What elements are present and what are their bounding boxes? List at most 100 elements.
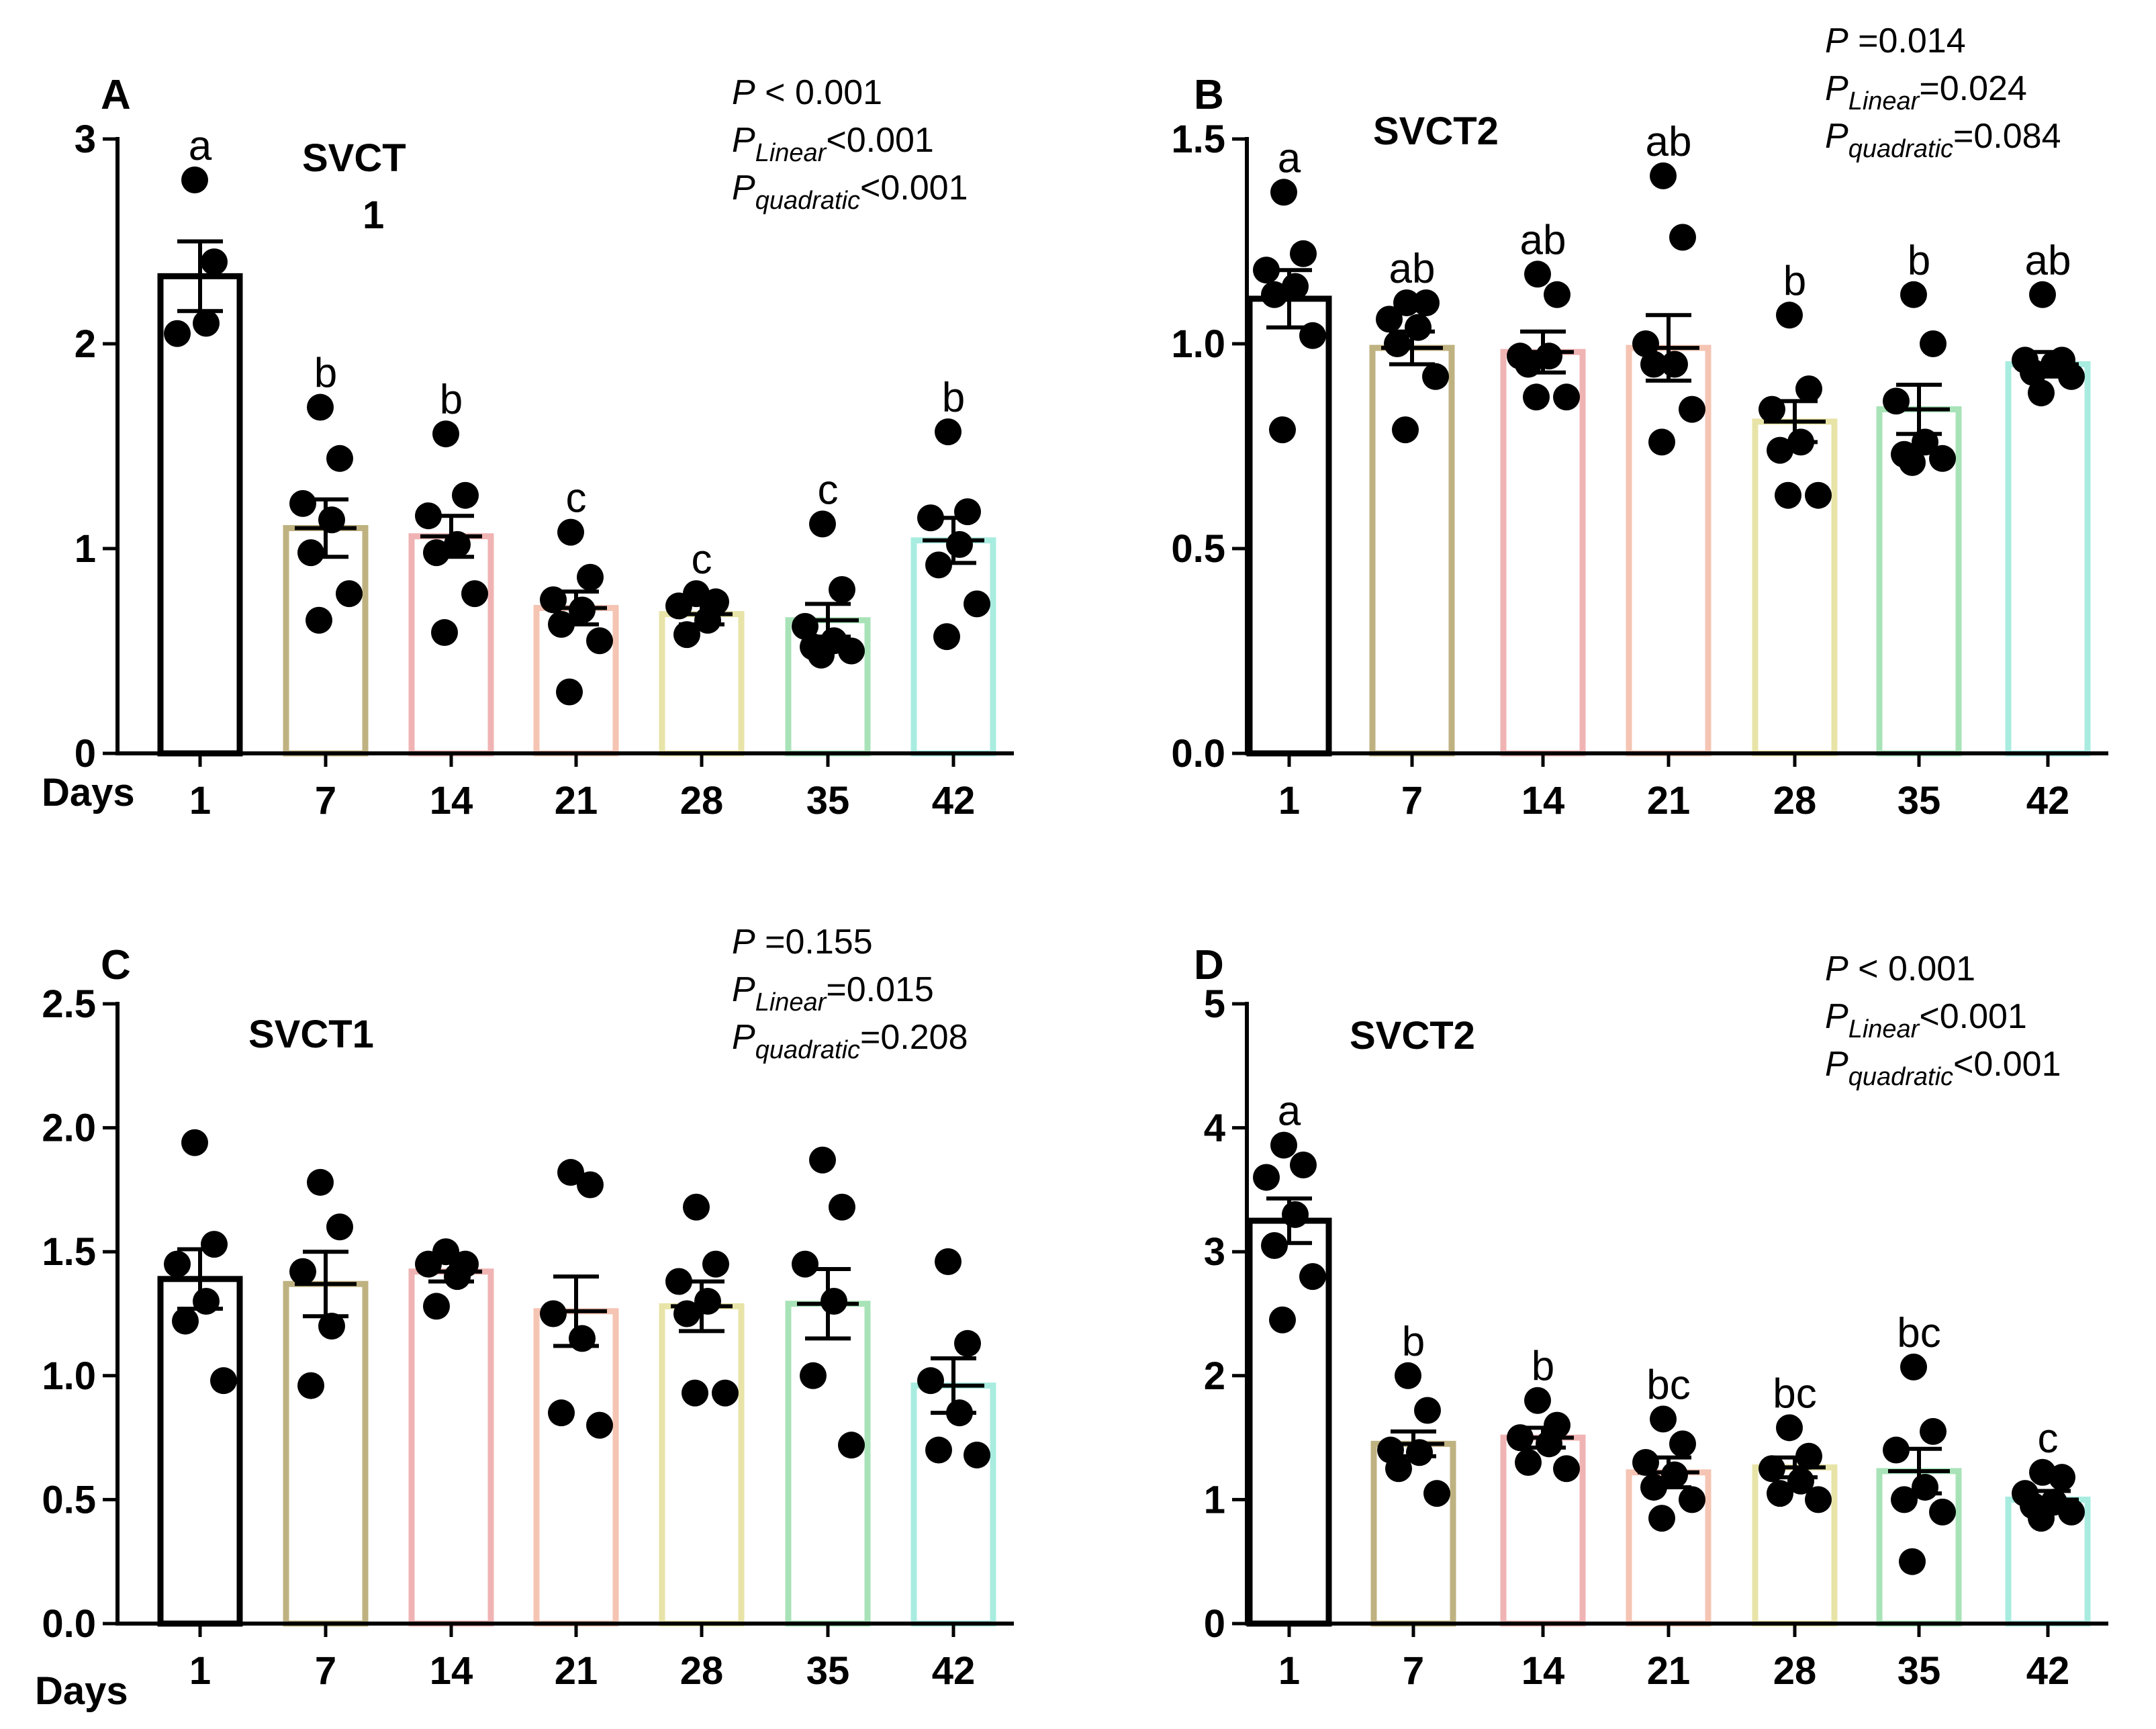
data-point — [1282, 1201, 1309, 1228]
x-axis-label: Days — [42, 771, 135, 814]
x-tick-label: 42 — [932, 779, 976, 823]
data-point — [318, 1312, 345, 1340]
y-tick-label: 0.0 — [42, 1602, 96, 1646]
data-point — [1553, 383, 1580, 411]
data-point — [557, 518, 584, 546]
data-point — [838, 1432, 865, 1459]
x-tick-label: 35 — [806, 779, 850, 823]
panel-d: D SVCT2 P < 0.001 PLinear<0.001Pquadratic<0… — [1194, 942, 2108, 1693]
data-point — [336, 580, 363, 608]
data-point — [586, 627, 613, 655]
x-axis-label: Days — [35, 1669, 128, 1713]
error-bar — [923, 516, 984, 565]
data-point — [1805, 481, 1832, 509]
data-point — [432, 420, 459, 448]
data-point — [431, 619, 458, 647]
x-tick-label: 28 — [1773, 779, 1817, 823]
data-point — [925, 1436, 952, 1464]
data-point — [1891, 1486, 1918, 1513]
chart-title: SVCT1 — [248, 1013, 374, 1056]
data-point — [1414, 1397, 1441, 1424]
data-point — [557, 1159, 584, 1186]
data-point — [2058, 1498, 2085, 1526]
x-tick-label: 28 — [680, 1649, 724, 1693]
data-point — [1253, 1164, 1280, 1191]
data-point — [1261, 281, 1288, 308]
bar-day-28 — [659, 1303, 745, 1627]
significance-letter: ab — [1520, 217, 1566, 263]
data-point — [829, 576, 855, 603]
error-bar — [671, 602, 733, 626]
data-point — [2028, 379, 2055, 407]
data-point — [1920, 1417, 1947, 1445]
significance-letter: c — [566, 475, 587, 522]
data-point — [1515, 1449, 1542, 1477]
data-point — [307, 393, 334, 421]
data-point — [964, 1441, 990, 1468]
data-point — [210, 1367, 237, 1395]
data-point — [164, 320, 191, 347]
error-bar — [1888, 383, 1950, 436]
data-point — [712, 1379, 739, 1407]
data-point — [838, 637, 865, 665]
data-point — [1648, 428, 1675, 456]
data-point — [201, 1231, 228, 1258]
significance-letter: c — [818, 467, 839, 513]
panel-label: A — [101, 72, 131, 118]
x-tick-label: 35 — [1897, 779, 1941, 823]
data-point — [452, 481, 479, 509]
x-tick-label: 14 — [1521, 1649, 1565, 1693]
data-point — [1290, 1151, 1317, 1178]
x-tick-label: 1 — [189, 1649, 211, 1693]
stat-p-linear: PLinear=0.015 — [732, 970, 934, 1017]
data-point — [1423, 1480, 1450, 1507]
error-bar — [1638, 1455, 1699, 1489]
data-point — [1422, 363, 1449, 390]
significance-letter: a — [189, 123, 212, 169]
stat-p-linear: PLinear<0.001 — [732, 121, 934, 167]
error-bar — [169, 1247, 231, 1311]
error-bar — [420, 514, 482, 559]
data-point — [164, 1250, 191, 1278]
data-point — [1669, 1430, 1696, 1458]
data-point — [1929, 1498, 1956, 1526]
data-point — [2028, 1505, 2055, 1532]
x-tick-label: 35 — [806, 1649, 850, 1693]
error-bar — [1258, 1196, 1320, 1246]
stat-p-linear: PLinear=0.024 — [1825, 69, 2027, 115]
error-bar — [1381, 329, 1443, 367]
data-point — [1648, 1505, 1675, 1532]
significance-letter: b — [1783, 258, 1806, 304]
panel-label: B — [1194, 72, 1224, 118]
data-point — [1920, 330, 1947, 357]
data-point — [297, 1372, 324, 1399]
y-tick-label: 0.5 — [1171, 527, 1225, 571]
y-tick-label: 0.0 — [1171, 732, 1225, 776]
data-point — [935, 1248, 962, 1275]
x-tick-label: 14 — [430, 779, 473, 823]
data-point — [1544, 281, 1571, 308]
data-point — [935, 418, 962, 446]
data-point — [306, 606, 332, 634]
x-tick-label: 7 — [1401, 779, 1423, 823]
error-bar — [1512, 329, 1574, 375]
y-tick-label: 2 — [75, 322, 96, 366]
data-point — [1392, 416, 1419, 444]
panel-c: C SVCT1 P =0.155 PLinear=0.015Pquadratic=0.… — [35, 923, 1014, 1713]
data-point — [1899, 1548, 1926, 1575]
data-point — [461, 580, 488, 608]
y-tick-label: 2.5 — [42, 982, 96, 1026]
data-point — [682, 1379, 708, 1407]
bar-day-1 — [157, 1276, 243, 1627]
data-point — [1795, 375, 1822, 403]
y-tick-label: 2 — [1204, 1354, 1225, 1398]
x-tick-label: 42 — [2026, 1649, 2070, 1693]
x-tick-label: 1 — [1278, 779, 1300, 823]
x-tick-label: 1 — [189, 779, 211, 823]
significance-letter: b — [1532, 1344, 1554, 1390]
error-bar — [2017, 350, 2079, 379]
data-point — [1650, 162, 1677, 189]
data-point — [1524, 1387, 1551, 1414]
significance-letter: ab — [1389, 246, 1436, 292]
